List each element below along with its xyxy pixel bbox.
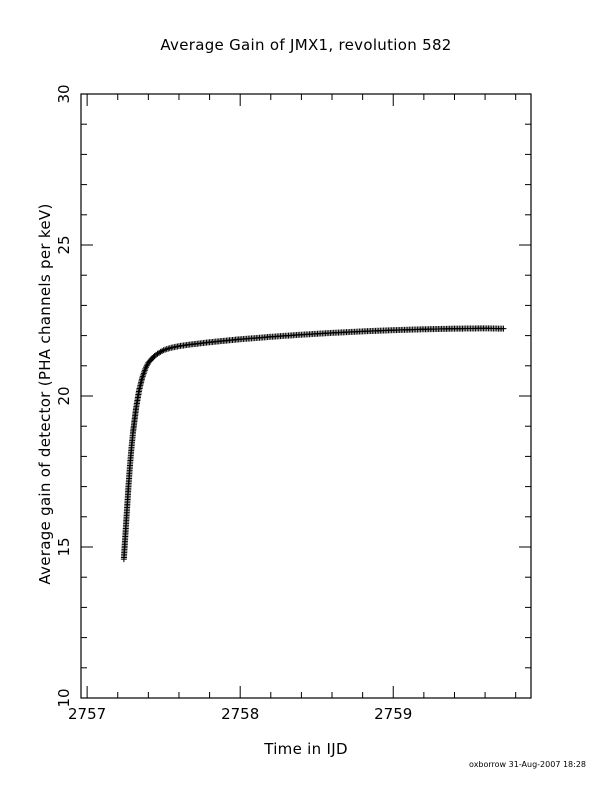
y-tick-label: 10 xyxy=(55,688,73,707)
x-axis-tick-labels: 2757 2758 2759 xyxy=(68,705,412,723)
x-tick-label: 2757 xyxy=(68,705,106,723)
y-axis-tick-labels: 10 15 20 25 30 xyxy=(55,84,73,707)
data-point xyxy=(139,373,146,380)
x-tick-label: 2758 xyxy=(221,705,259,723)
x-tick-label: 2759 xyxy=(374,705,412,723)
data-point xyxy=(139,374,146,381)
data-point xyxy=(140,370,147,377)
chart-title: Average Gain of JMX1, revolution 582 xyxy=(160,36,452,54)
x-axis-label: Time in IJD xyxy=(264,740,348,758)
y-tick-label: 25 xyxy=(55,235,73,254)
y-tick-label: 30 xyxy=(55,84,73,103)
y-tick-label: 20 xyxy=(55,386,73,405)
y-axis-label: Average gain of detector (PHA channels p… xyxy=(36,203,54,585)
x-axis-ticks xyxy=(86,94,517,698)
footer-note: oxborrow 31-Aug-2007 18:28 xyxy=(469,760,586,769)
plot-frame xyxy=(80,93,532,699)
y-tick-label: 15 xyxy=(55,537,73,556)
y-axis-ticks xyxy=(81,93,531,699)
data-point xyxy=(140,371,147,378)
data-point xyxy=(500,325,507,332)
data-series xyxy=(120,325,507,563)
